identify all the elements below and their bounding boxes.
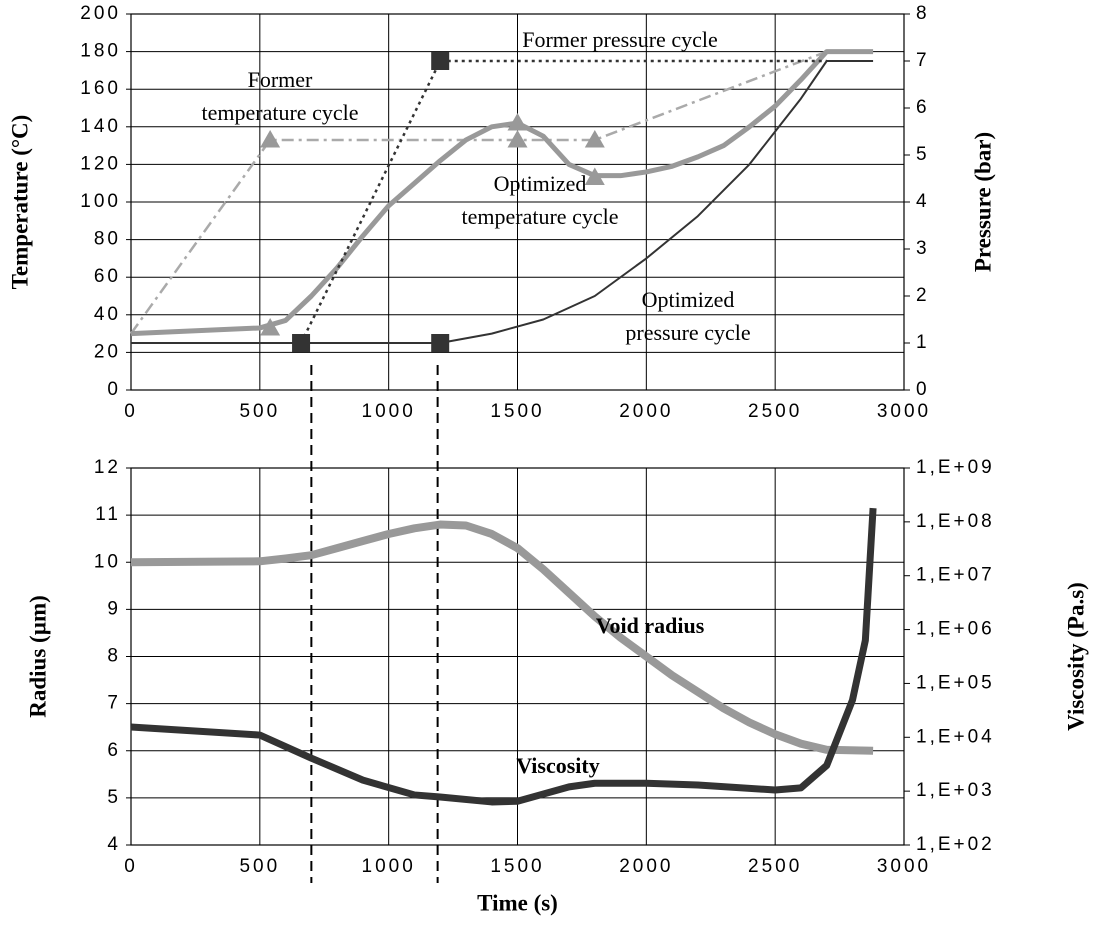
y-tick-label: 80	[94, 229, 121, 250]
y-tick-label: 8	[107, 646, 121, 667]
x-tick-label: 1000	[362, 856, 416, 877]
y-tick-label: 100	[80, 191, 121, 212]
x-tick-label: 2000	[619, 401, 673, 422]
y2-tick-label: 1,E+07	[916, 565, 995, 586]
y-axis-label: Temperature (°C)	[7, 115, 32, 290]
x-tick-label: 2000	[619, 856, 673, 877]
y2-tick-label: 4	[916, 191, 930, 212]
annotation: Optimized	[494, 171, 587, 196]
y-tick-label: 10	[94, 551, 121, 572]
y2-tick-label: 1,E+02	[916, 834, 995, 855]
y-tick-label: 140	[80, 116, 121, 137]
marker	[584, 129, 605, 148]
y2-tick-label: 1,E+05	[916, 672, 995, 693]
y2-tick-label: 1,E+09	[916, 457, 995, 478]
y2-tick-label: 3	[916, 238, 930, 259]
x-tick-label: 500	[239, 856, 280, 877]
y2-axis-label: Pressure (bar)	[970, 132, 995, 272]
annotation: Former	[248, 67, 313, 92]
y2-tick-label: 1	[916, 332, 930, 353]
marker	[431, 334, 450, 352]
x-tick-label: 1500	[490, 856, 544, 877]
marker	[431, 52, 450, 70]
series-line	[130, 49, 874, 337]
y-tick-label: 200	[80, 3, 121, 24]
y-tick-label: 7	[107, 693, 121, 714]
x-tick-label: 0	[124, 401, 138, 422]
x-tick-label: 1000	[362, 401, 416, 422]
x-axis-label: Time (s)	[477, 890, 558, 915]
y-axis-label: Radius (µm)	[25, 595, 50, 718]
x-tick-label: 0	[124, 856, 138, 877]
x-tick-label: 1500	[490, 401, 544, 422]
y-tick-label: 180	[80, 41, 121, 62]
y2-tick-label: 1,E+08	[916, 511, 995, 532]
annotation: Void radius	[596, 613, 705, 638]
series-line	[131, 60, 874, 344]
annotation: Optimized	[642, 287, 735, 312]
x-tick-label: 2500	[748, 401, 802, 422]
y2-tick-label: 8	[916, 3, 930, 24]
plot-frame	[130, 467, 905, 846]
y-tick-label: 120	[80, 153, 121, 174]
y2-tick-label: 2	[916, 285, 930, 306]
y-tick-label: 0	[107, 379, 121, 400]
y-tick-label: 5	[107, 787, 121, 808]
series-line	[130, 520, 874, 755]
annotation: temperature cycle	[462, 204, 619, 229]
marker	[507, 129, 528, 148]
plot-frame	[130, 13, 905, 391]
y2-tick-label: 0	[916, 379, 930, 400]
marker	[584, 167, 605, 186]
marker	[507, 113, 528, 131]
y-tick-label: 11	[95, 504, 121, 525]
y-tick-label: 12	[94, 457, 121, 478]
y-tick-label: 40	[94, 304, 121, 325]
annotation: Viscosity	[516, 753, 600, 778]
x-tick-label: 3000	[877, 856, 931, 877]
y2-tick-label: 1,E+03	[916, 780, 995, 801]
x-tick-label: 500	[239, 401, 280, 422]
y-tick-label: 6	[107, 740, 121, 761]
y-tick-label: 160	[80, 78, 121, 99]
y-tick-label: 4	[107, 834, 121, 855]
annotation: temperature cycle	[202, 100, 359, 125]
annotation: pressure cycle	[625, 320, 750, 345]
x-tick-label: 3000	[877, 401, 931, 422]
y2-axis-label: Viscosity (Pa.s)	[1063, 582, 1088, 731]
marker	[260, 129, 281, 148]
marker	[260, 317, 281, 336]
annotation: Former pressure cycle	[522, 27, 717, 52]
y2-tick-label: 7	[916, 50, 930, 71]
y2-tick-label: 6	[916, 97, 930, 118]
y-tick-label: 20	[94, 341, 121, 362]
y-tick-label: 9	[107, 598, 121, 619]
y2-tick-label: 1,E+06	[916, 619, 995, 640]
y-tick-label: 60	[94, 266, 121, 287]
y2-tick-label: 5	[916, 144, 930, 165]
y2-tick-label: 1,E+04	[916, 726, 995, 747]
marker	[292, 334, 311, 352]
x-tick-label: 2500	[748, 856, 802, 877]
series-line	[130, 507, 877, 806]
